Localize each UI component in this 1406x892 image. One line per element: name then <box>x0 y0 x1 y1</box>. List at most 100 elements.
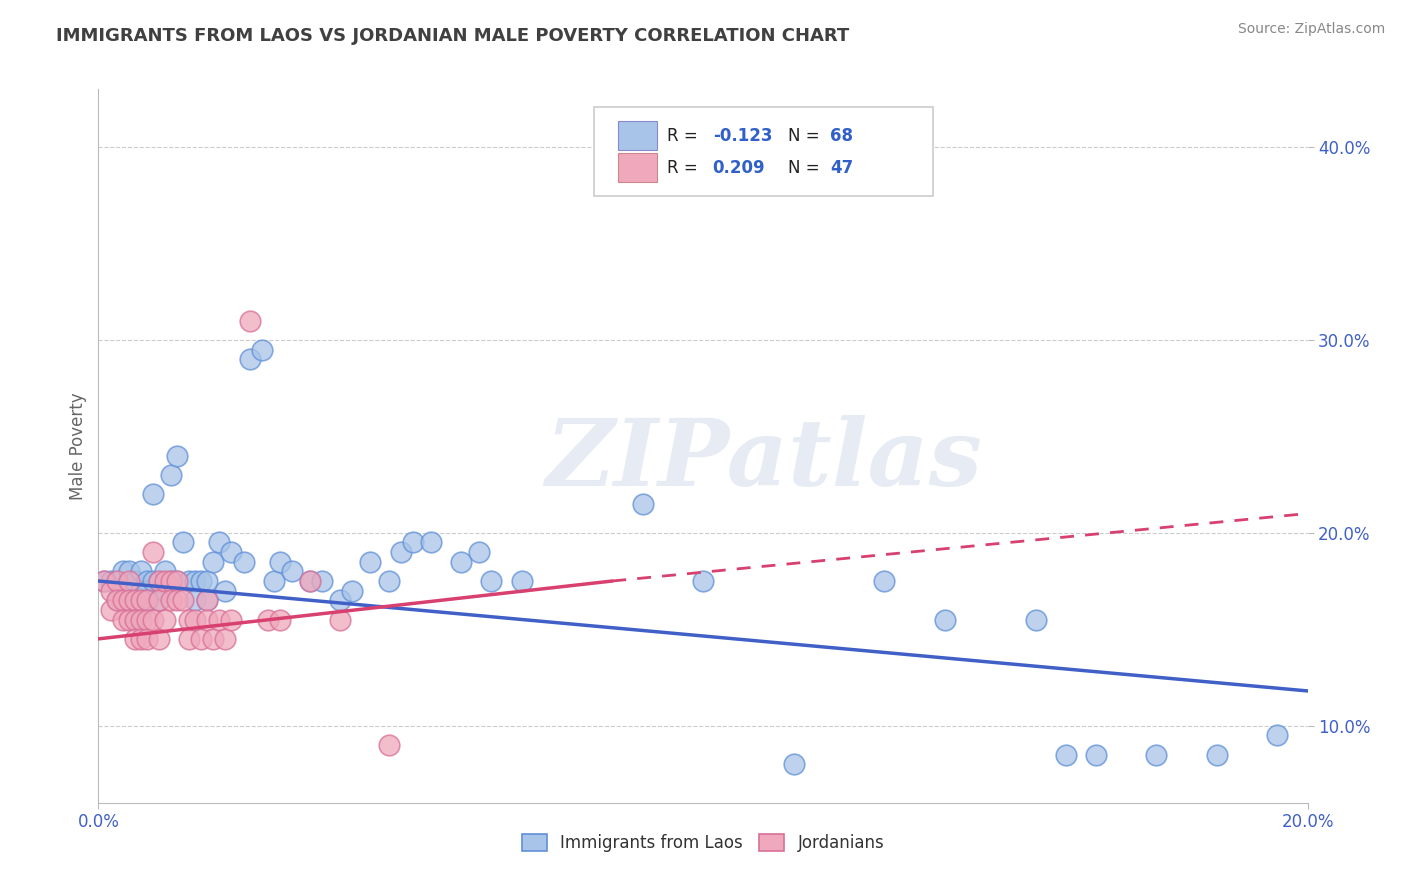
Point <box>172 593 194 607</box>
Point <box>1206 747 1229 762</box>
Point <box>166 574 188 588</box>
Point <box>148 574 170 588</box>
Point <box>142 574 165 588</box>
Point <box>118 574 141 588</box>
Point <box>118 593 141 607</box>
Text: IMMIGRANTS FROM LAOS VS JORDANIAN MALE POVERTY CORRELATION CHART: IMMIGRANTS FROM LAOS VS JORDANIAN MALE P… <box>56 27 849 45</box>
Point <box>631 497 654 511</box>
Point <box>256 613 278 627</box>
Point <box>221 613 243 627</box>
Point <box>135 574 157 588</box>
Point <box>269 613 291 627</box>
Point <box>402 535 425 549</box>
Point <box>342 583 364 598</box>
Point <box>172 535 194 549</box>
Point <box>135 583 157 598</box>
Point <box>510 574 533 588</box>
Point <box>129 603 152 617</box>
Point <box>118 613 141 627</box>
Point <box>420 535 443 549</box>
Point <box>100 574 122 588</box>
Point <box>250 343 273 357</box>
Point <box>208 535 231 549</box>
Point <box>135 593 157 607</box>
Text: 47: 47 <box>830 159 853 177</box>
Point <box>239 352 262 367</box>
Point <box>135 593 157 607</box>
Point <box>179 613 201 627</box>
Point <box>124 593 146 607</box>
Point <box>1144 747 1167 762</box>
Point <box>184 574 207 588</box>
Point <box>93 574 115 588</box>
Point <box>692 574 714 588</box>
Point <box>1267 728 1289 742</box>
Point <box>166 574 188 588</box>
Point <box>160 574 183 588</box>
Point <box>129 583 152 598</box>
Point <box>129 593 152 607</box>
Point <box>389 545 412 559</box>
Y-axis label: Male Poverty: Male Poverty <box>69 392 87 500</box>
Point <box>311 574 333 588</box>
Point <box>124 632 146 646</box>
Point <box>873 574 896 588</box>
Text: N =: N = <box>787 127 824 145</box>
Text: R =: R = <box>666 127 703 145</box>
Point <box>142 545 165 559</box>
FancyBboxPatch shape <box>595 107 932 196</box>
Point <box>239 313 262 327</box>
Point <box>481 574 503 588</box>
Point <box>934 613 956 627</box>
Point <box>190 632 212 646</box>
FancyBboxPatch shape <box>619 153 657 182</box>
Point <box>214 632 236 646</box>
Point <box>202 555 225 569</box>
Point <box>153 583 176 598</box>
Point <box>100 583 122 598</box>
Point <box>195 613 218 627</box>
Point <box>214 583 236 598</box>
Point <box>1085 747 1108 762</box>
Point <box>468 545 491 559</box>
Point <box>124 613 146 627</box>
Text: Source: ZipAtlas.com: Source: ZipAtlas.com <box>1237 22 1385 37</box>
Point <box>111 613 134 627</box>
Point <box>111 565 134 579</box>
Point <box>299 574 322 588</box>
Point <box>377 574 399 588</box>
Point <box>111 593 134 607</box>
Point <box>118 583 141 598</box>
Point <box>129 565 152 579</box>
Text: 0.209: 0.209 <box>713 159 765 177</box>
Point <box>166 449 188 463</box>
Point <box>783 757 806 772</box>
FancyBboxPatch shape <box>619 121 657 150</box>
Point <box>1024 613 1046 627</box>
Point <box>190 574 212 588</box>
Point <box>179 632 201 646</box>
Legend: Immigrants from Laos, Jordanians: Immigrants from Laos, Jordanians <box>515 827 891 859</box>
Point <box>281 565 304 579</box>
Point <box>153 574 176 588</box>
Point <box>184 613 207 627</box>
Point <box>105 593 128 607</box>
Point <box>179 574 201 588</box>
Point <box>221 545 243 559</box>
Point <box>450 555 472 569</box>
Point <box>329 613 352 627</box>
Point <box>100 603 122 617</box>
Point <box>377 738 399 752</box>
Point <box>269 555 291 569</box>
Point <box>329 593 352 607</box>
Point <box>124 574 146 588</box>
Point <box>184 593 207 607</box>
Point <box>118 565 141 579</box>
Point <box>160 574 183 588</box>
Text: -0.123: -0.123 <box>713 127 772 145</box>
Text: R =: R = <box>666 159 703 177</box>
Point <box>148 593 170 607</box>
Point <box>124 613 146 627</box>
Text: ZIPatlas: ZIPatlas <box>546 416 981 505</box>
Point <box>153 565 176 579</box>
